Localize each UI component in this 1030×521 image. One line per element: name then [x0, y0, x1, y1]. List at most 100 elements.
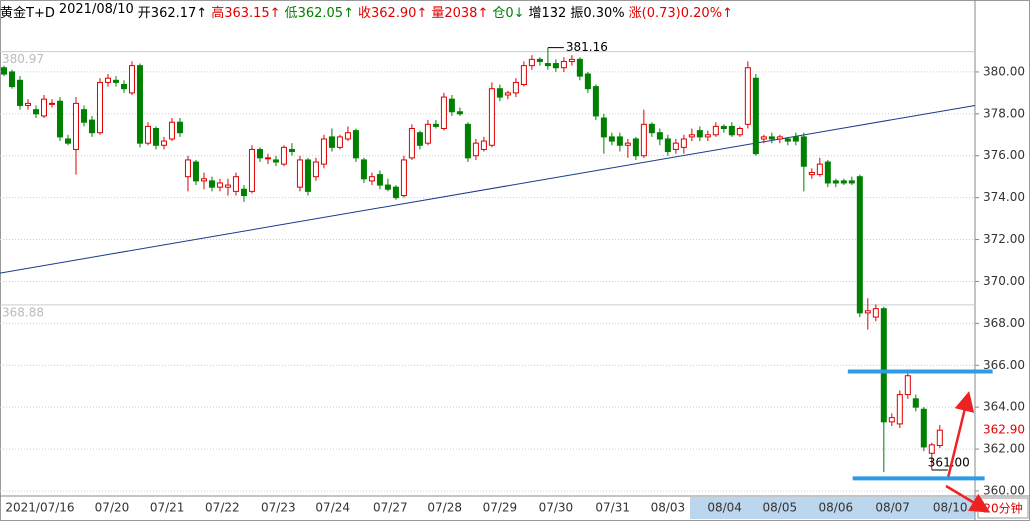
candle-body	[336, 136, 343, 148]
candle-body	[488, 88, 495, 146]
candle-body	[632, 138, 639, 157]
x-tick-label: 07/20	[95, 501, 130, 515]
candle-body	[688, 134, 695, 138]
header-item: 量2038↑	[431, 6, 489, 21]
y-tick-label: 362.00	[983, 442, 1025, 456]
candle-body	[656, 132, 663, 140]
candle-body	[152, 128, 159, 146]
candle-body	[528, 58, 535, 67]
candle-body	[40, 98, 47, 117]
candle-body	[256, 148, 263, 159]
candle-body	[32, 109, 39, 115]
candle-body	[416, 132, 423, 146]
candle-body	[824, 161, 831, 184]
candle-body	[504, 92, 511, 96]
candle-body	[16, 79, 23, 106]
trendline	[0, 104, 976, 274]
candle-body	[360, 159, 367, 180]
candle-body	[0, 67, 7, 75]
candle-body	[8, 71, 15, 88]
header-item: 高363.15↑	[211, 6, 281, 21]
candle-body	[128, 65, 135, 94]
x-tick-label: 07/21	[150, 501, 185, 515]
candle-body	[168, 121, 175, 140]
y-tick-label: 370.00	[983, 274, 1025, 288]
x-tick-label: 07/23	[261, 501, 296, 515]
candle-body	[320, 138, 327, 165]
candle-body	[264, 157, 271, 160]
candle-body	[352, 130, 359, 159]
candle-body	[184, 159, 191, 178]
candle-body	[568, 58, 575, 62]
candle-body	[880, 308, 887, 423]
candle-body	[592, 86, 599, 117]
candle-body	[680, 138, 687, 148]
candle-body	[776, 136, 783, 140]
candle-body	[384, 184, 391, 190]
candle-body	[936, 429, 943, 447]
candle-body	[432, 123, 439, 127]
candle-body	[192, 161, 199, 182]
candle-body	[400, 159, 407, 197]
candle-body	[232, 176, 239, 192]
x-tick-label: 07/24	[315, 501, 350, 515]
y-tick-label: 380.00	[983, 64, 1025, 78]
candle-body	[792, 136, 799, 142]
candle-body	[640, 123, 647, 157]
candle-body	[136, 65, 143, 144]
x-tick-label: 08/07	[875, 501, 910, 515]
candle-body	[648, 123, 655, 134]
header-item: 振0.30%	[570, 6, 625, 21]
x-tick-label: 08/10	[933, 501, 968, 515]
candle-body	[912, 398, 919, 408]
candle-body	[832, 180, 839, 184]
candle-body	[512, 81, 519, 94]
candle-body	[304, 159, 311, 192]
arrow	[945, 484, 991, 513]
candle-body	[672, 142, 679, 150]
candle-body	[328, 136, 335, 148]
candle-body	[176, 121, 183, 134]
candle-body	[848, 180, 855, 184]
candle-body	[248, 148, 255, 192]
candle-body	[440, 96, 447, 130]
candle-body	[552, 63, 559, 69]
candle-body	[272, 159, 279, 163]
candle-body	[584, 73, 591, 90]
y-tick-label: 374.00	[983, 190, 1025, 204]
candle-body	[736, 128, 743, 136]
candle-body	[608, 136, 615, 142]
y-tick-label: 360.00	[983, 483, 1025, 497]
x-tick-label: 07/30	[539, 501, 574, 515]
candle-body	[472, 142, 479, 157]
candle-body	[64, 138, 71, 144]
selection-band	[690, 497, 975, 519]
candle-body	[144, 125, 151, 144]
ref-label: 380.97	[2, 52, 44, 66]
ref-label: 368.88	[2, 305, 44, 319]
arrow	[946, 391, 975, 479]
candle-body	[808, 172, 815, 176]
candle-body	[784, 138, 791, 142]
candle-body	[744, 67, 751, 125]
x-tick-label: 08/04	[707, 501, 742, 515]
candle-body	[72, 102, 79, 150]
candle-body	[520, 65, 527, 86]
candle-body	[120, 84, 127, 90]
candle-body	[704, 134, 711, 138]
candle-body	[536, 58, 543, 62]
x-tick-label: 08/03	[651, 501, 686, 515]
candle-body	[720, 125, 727, 130]
candle-body	[712, 125, 719, 136]
candle-body	[368, 176, 375, 182]
candle-body	[456, 111, 463, 115]
candle-body	[288, 148, 295, 153]
candle-body	[376, 174, 383, 186]
candle-body	[544, 63, 551, 67]
candle-body	[448, 98, 455, 113]
candle-body	[424, 123, 431, 144]
plot: 360.00 362.00 364.00 366.00 368.00 370.00 372.…	[0, 40, 1025, 515]
